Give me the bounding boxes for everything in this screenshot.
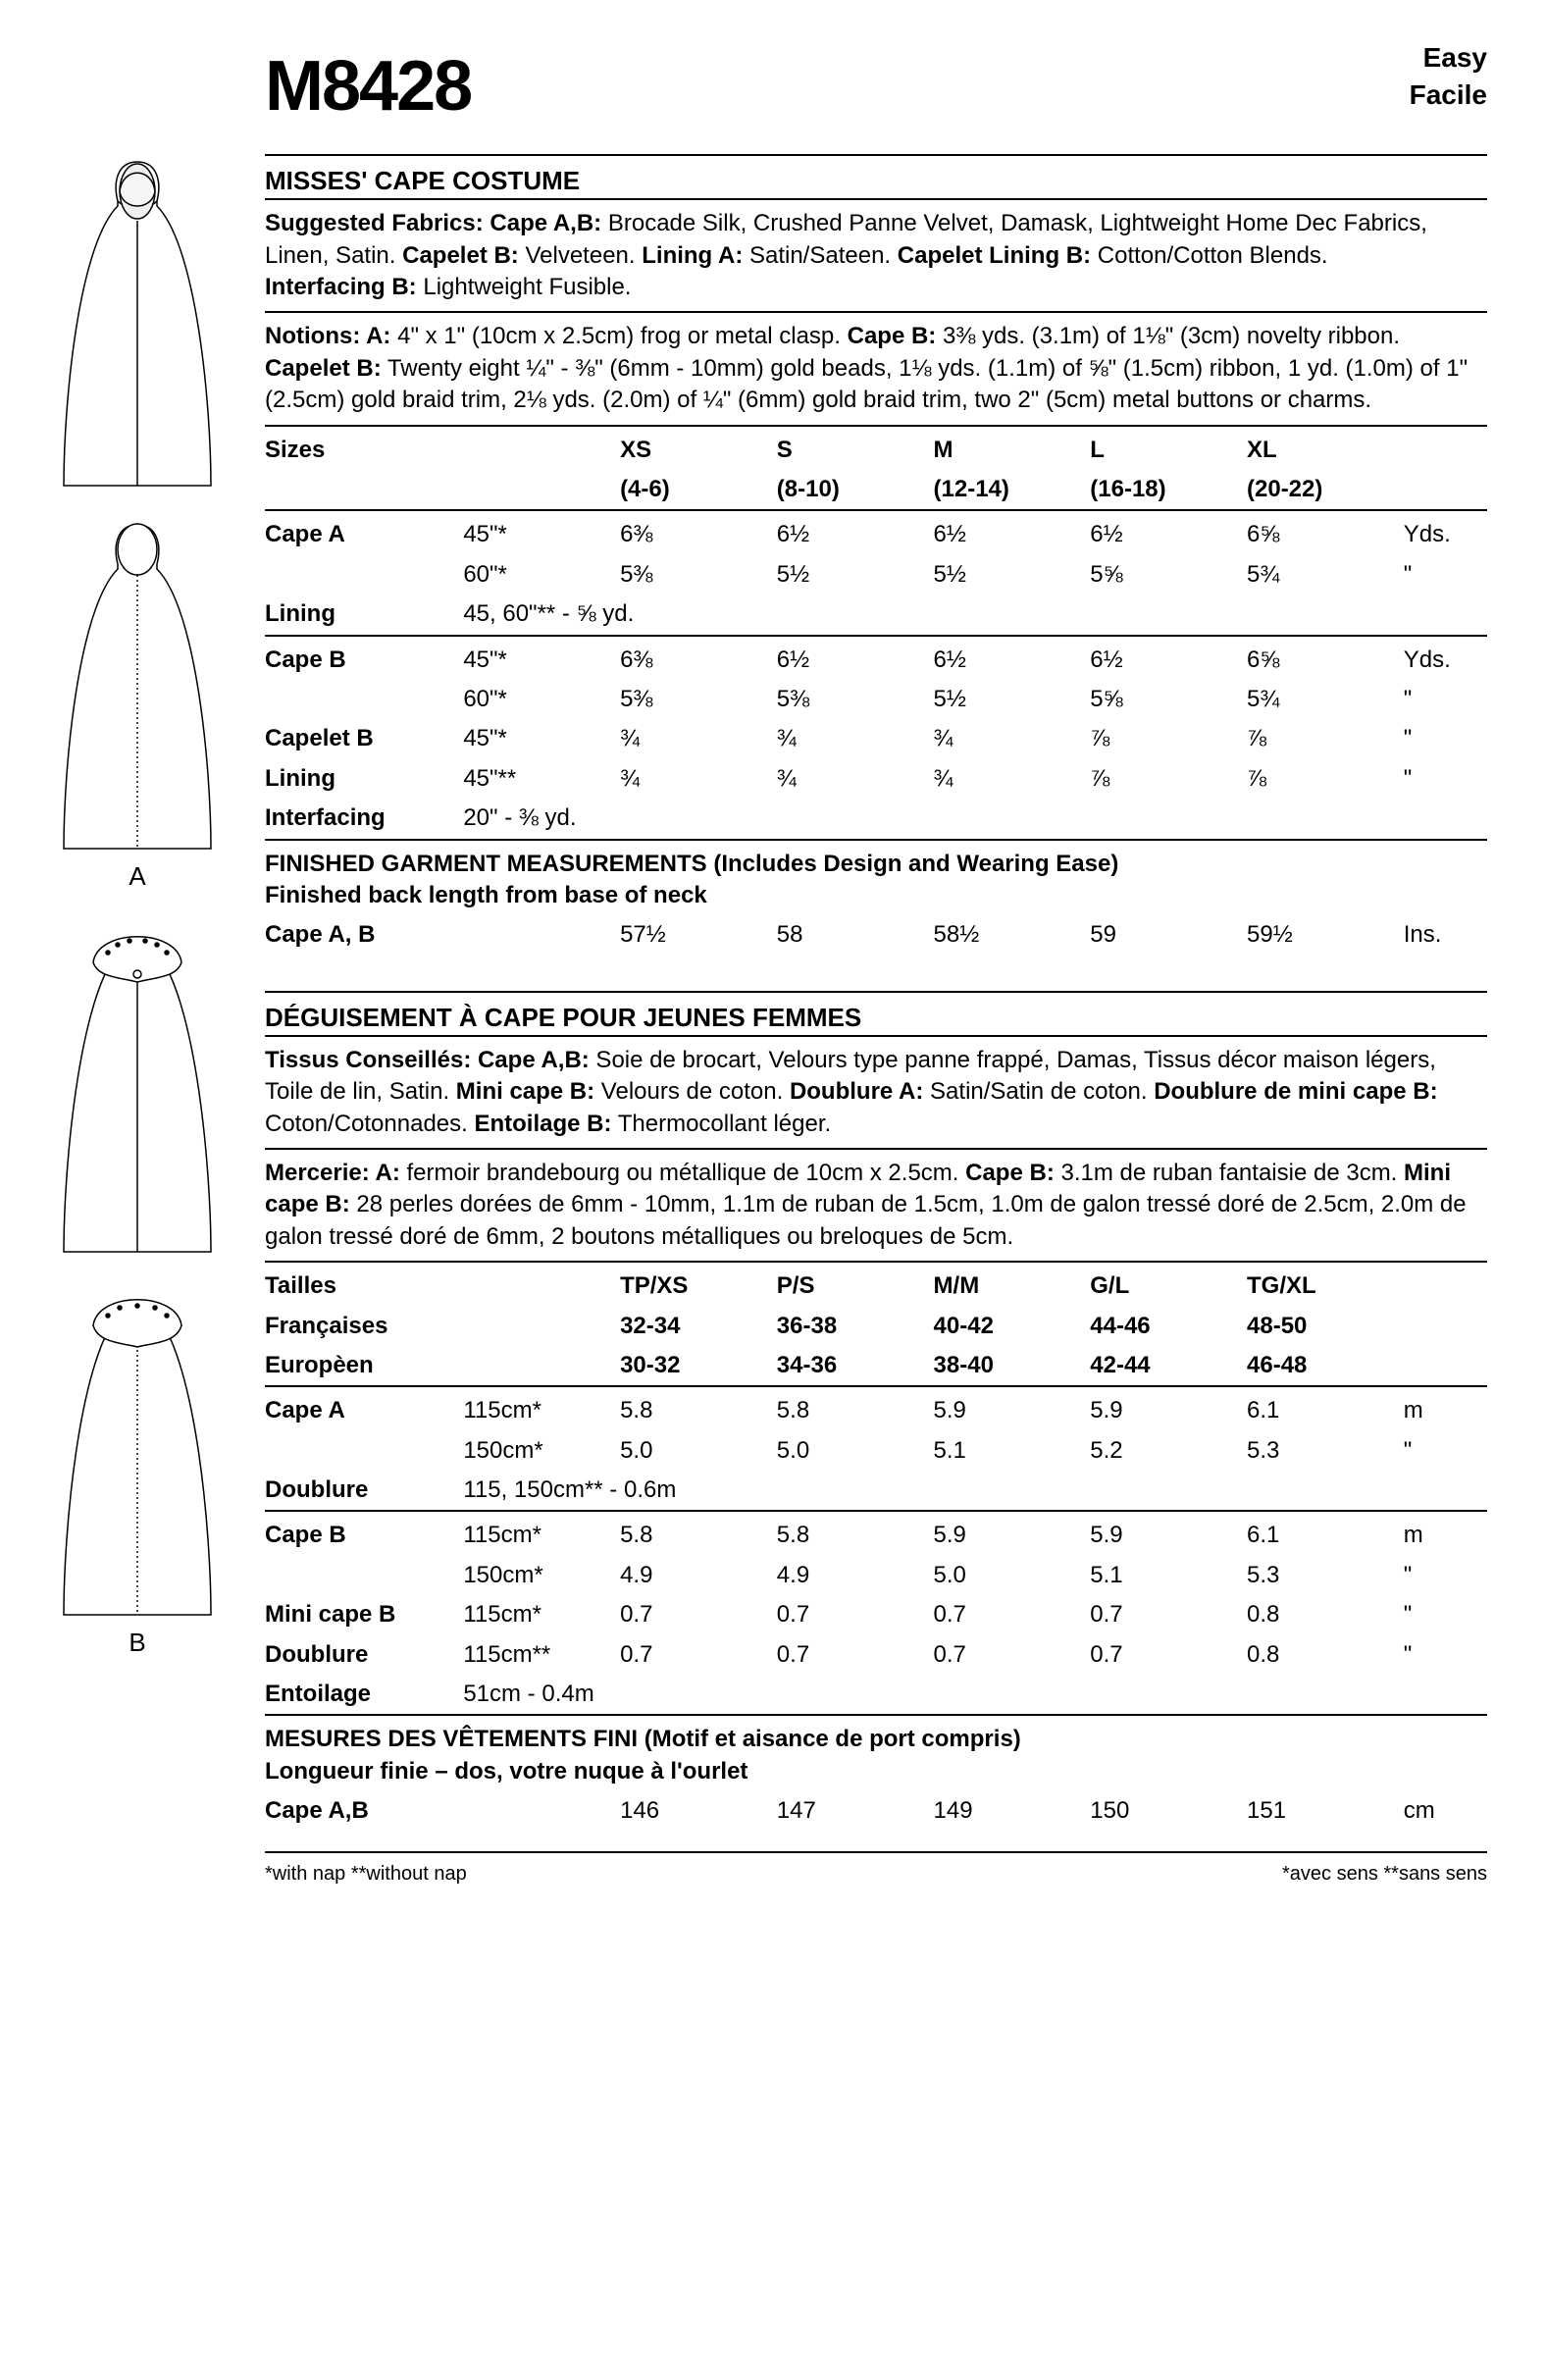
table-row: Cape B45"*6⅜6½6½6½6⅝Yds. [265, 636, 1487, 680]
header-row: M8428 Easy Facile [265, 39, 1487, 134]
fabrics-en-inter-label: Interfacing B: [265, 274, 417, 300]
sketch-b-label: B [49, 1626, 226, 1660]
fabrics-en-clining-label: Capelet Lining B: [898, 242, 1091, 269]
table-row: Mini cape B115cm*0.70.70.70.70.8" [265, 1595, 1487, 1634]
difficulty-fr: Facile [1410, 77, 1487, 114]
cape-a-back-icon [59, 520, 216, 854]
table-row: Europèen 30-32 34-36 38-40 42-44 46-48 [265, 1346, 1487, 1386]
sketch-cape-b-back: B [49, 1286, 226, 1660]
sketch-cape-a-front [49, 157, 226, 491]
cape-b-front-icon [59, 923, 216, 1257]
table-row: Entoilage51cm - 0.4m [265, 1675, 1487, 1714]
fgm-fr-sub: Longueur finie – dos, votre nuque à l'ou… [265, 1756, 1487, 1791]
table-row: Cape A115cm*5.85.85.95.96.1m [265, 1386, 1487, 1430]
fabrics-en-capelet-label: Capelet B: [402, 242, 519, 269]
table-row: Cape A,B 146 147 149 150 151 cm [265, 1791, 1487, 1831]
cape-b-back-icon [59, 1286, 216, 1620]
main-content: M8428 Easy Facile MISSES' CAPE COSTUME S… [265, 39, 1487, 1888]
sketch-a-label: A [49, 859, 226, 894]
fgm-table-en: Cape A, B 57½ 58 58½ 59 59½ Ins. [265, 915, 1487, 955]
notions-en-label: Notions: A: [265, 323, 390, 349]
fgm-fr-title: MESURES DES VÊTEMENTS FINI (Motif et ais… [265, 1714, 1487, 1755]
table-row: Sizes XS S M L XL [265, 426, 1487, 470]
fgm-en-sub: Finished back length from base of neck [265, 880, 1487, 915]
footer-right: *avec sens **sans sens [1282, 1861, 1487, 1888]
table-row: Capelet B45"*¾¾¾⅞⅞" [265, 719, 1487, 758]
notions-fr: Mercerie: A: fermoir brandebourg ou méta… [265, 1148, 1487, 1261]
footer: *with nap **without nap *avec sens **san… [265, 1851, 1487, 1888]
table-row: Françaises 32-34 36-38 40-42 44-46 48-50 [265, 1307, 1487, 1346]
notions-en: Notions: A: 4" x 1" (10cm x 2.5cm) frog … [265, 311, 1487, 424]
sketch-cape-b-front [49, 923, 226, 1257]
fabrics-en-label: Suggested Fabrics: Cape A,B: [265, 210, 601, 236]
table-row: Cape A45"*6⅜6½6½6½6⅝Yds. [265, 510, 1487, 554]
page: A [39, 39, 1487, 1888]
table-row: Cape A, B 57½ 58 58½ 59 59½ Ins. [265, 915, 1487, 955]
fabrics-en-lining-label: Lining A: [642, 242, 743, 269]
difficulty-block: Easy Facile [1410, 39, 1487, 114]
title-en: MISSES' CAPE COSTUME [265, 154, 1487, 198]
table-row: Interfacing20" - ⅜ yd. [265, 799, 1487, 838]
table-row: (4-6) (8-10) (12-14) (16-18) (20-22) [265, 470, 1487, 510]
sidebar-sketches: A [39, 39, 235, 1888]
fabrics-fr: Tissus Conseillés: Cape A,B: Soie de bro… [265, 1035, 1487, 1148]
sketch-cape-a-back: A [49, 520, 226, 894]
fgm-table-fr: Cape A,B 146 147 149 150 151 cm [265, 1791, 1487, 1831]
table-row: 150cm*4.94.95.05.15.3" [265, 1556, 1487, 1595]
notions-en-cap-label: Capelet B: [265, 355, 382, 382]
table-row: Tailles TP/XS P/S M/M G/L TG/XL [265, 1262, 1487, 1306]
table-row: 150cm*5.05.05.15.25.3" [265, 1431, 1487, 1471]
table-row: 60"*5⅜5⅜5½5⅝5¾" [265, 680, 1487, 719]
table-row: Lining45"**¾¾¾⅞⅞" [265, 759, 1487, 799]
difficulty-en: Easy [1410, 39, 1487, 77]
table-row: Lining45, 60"** - ⅝ yd. [265, 595, 1487, 635]
table-row: Doublure115, 150cm** - 0.6m [265, 1471, 1487, 1511]
table-row: 60"*5⅜5½5½5⅝5¾" [265, 555, 1487, 595]
pattern-number: M8428 [265, 39, 471, 134]
title-fr: DÉGUISEMENT À CAPE POUR JEUNES FEMMES [265, 991, 1487, 1035]
fabrics-en: Suggested Fabrics: Cape A,B: Brocade Sil… [265, 198, 1487, 311]
notions-en-cb-label: Cape B: [848, 323, 937, 349]
table-row: Cape B115cm*5.85.85.95.96.1m [265, 1511, 1487, 1555]
footer-left: *with nap **without nap [265, 1861, 467, 1888]
sizes-table-fr: Tailles TP/XS P/S M/M G/L TG/XL Français… [265, 1261, 1487, 1714]
sizes-table-en: Sizes XS S M L XL (4-6) (8-10) (12-14) (… [265, 425, 1487, 839]
cape-a-front-icon [59, 157, 216, 491]
table-row: Doublure115cm**0.70.70.70.70.8" [265, 1635, 1487, 1675]
fgm-en-title: FINISHED GARMENT MEASUREMENTS (Includes … [265, 839, 1487, 880]
